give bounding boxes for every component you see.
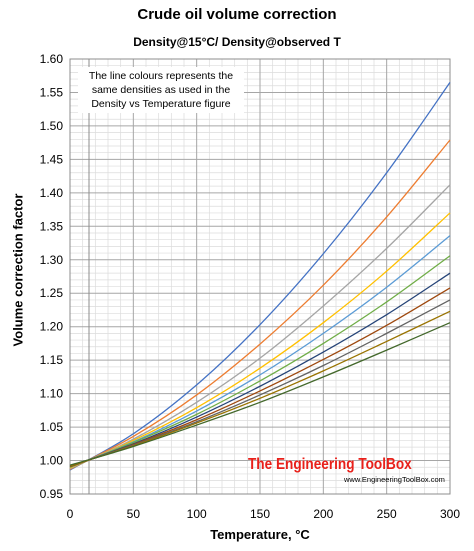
x-tick-labels: 0 50 100 150 200 250 300 xyxy=(67,507,461,521)
y-tick-label: 1.00 xyxy=(40,454,64,468)
series-line-2 xyxy=(69,139,451,470)
series-line-3 xyxy=(69,184,451,470)
y-tick-label: 0.95 xyxy=(40,487,64,501)
series-line-4 xyxy=(69,212,451,469)
y-tick-label: 1.30 xyxy=(40,253,64,267)
y-tick-label: 1.40 xyxy=(40,186,64,200)
watermark-url: www.EngineeringToolBox.com xyxy=(344,475,445,484)
grid xyxy=(69,58,451,495)
y-tick-labels: 0.95 1.00 1.05 1.10 1.15 1.20 1.25 1.30 1.35 1.40… xyxy=(40,52,64,501)
y-tick-label: 1.55 xyxy=(40,85,64,99)
x-tick-label: 100 xyxy=(187,507,207,521)
series-line-6 xyxy=(69,255,451,468)
x-tick-label: 250 xyxy=(377,507,397,521)
chart-subtitle: Density@15°C/ Density@observed T xyxy=(133,35,341,49)
x-tick-label: 300 xyxy=(440,507,460,521)
series-line-1 xyxy=(69,82,451,471)
y-tick-label: 1.60 xyxy=(40,52,64,66)
plot-frame xyxy=(69,58,451,495)
x-tick-label: 50 xyxy=(127,507,141,521)
annotation-note: The line colours represents the same den… xyxy=(78,67,244,113)
chart-title: Crude oil volume correction xyxy=(137,6,337,23)
watermark-logo-text: The Engineering ToolBox xyxy=(248,456,412,473)
y-tick-label: 1.35 xyxy=(40,219,64,233)
x-tick-label: 150 xyxy=(250,507,270,521)
series-line-11 xyxy=(69,322,451,466)
y-tick-label: 1.05 xyxy=(40,420,64,434)
y-tick-label: 1.10 xyxy=(40,387,64,401)
y-axis-label: Volume correction factor xyxy=(10,193,26,347)
y-tick-label: 1.25 xyxy=(40,286,64,300)
x-tick-label: 0 xyxy=(67,507,74,521)
y-tick-label: 1.20 xyxy=(40,320,64,334)
x-tick-label: 200 xyxy=(313,507,333,521)
y-tick-label: 1.45 xyxy=(40,152,64,166)
y-tick-label: 1.15 xyxy=(40,353,64,367)
watermark: The Engineering ToolBox www.EngineeringT… xyxy=(248,456,445,490)
x-axis-label: Temperature, °C xyxy=(210,527,310,542)
y-tick-label: 1.50 xyxy=(40,119,64,133)
series-lines xyxy=(69,82,451,471)
